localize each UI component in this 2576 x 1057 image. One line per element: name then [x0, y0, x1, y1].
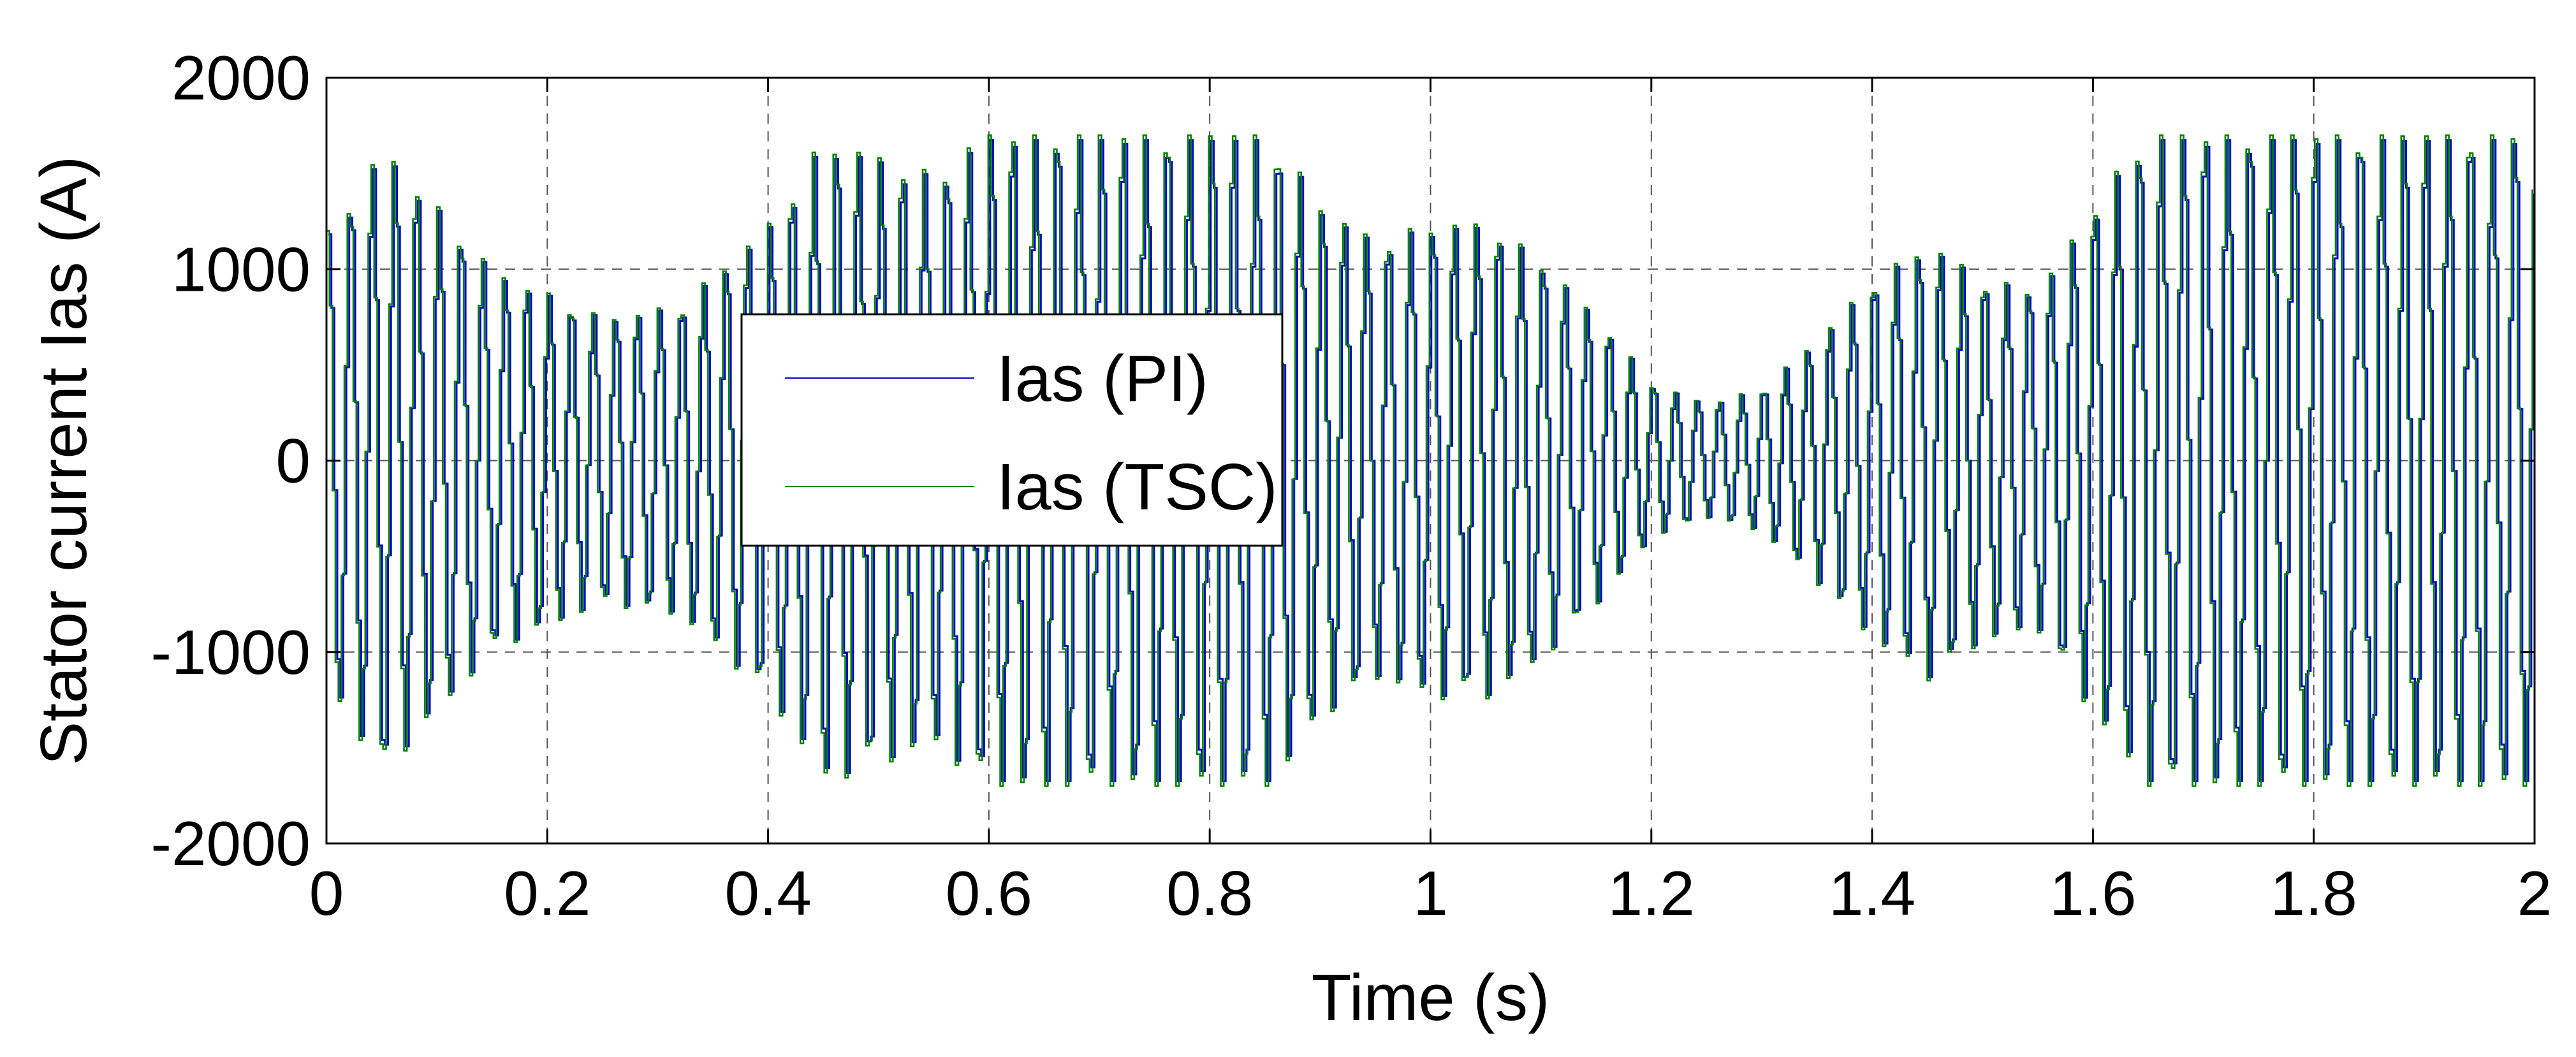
- y-axis-title: Stator current Ias (A): [27, 156, 100, 766]
- x-tick-label: 0: [309, 858, 344, 928]
- x-tick-label: 2: [2517, 858, 2552, 928]
- y-tick-label: -1000: [150, 617, 311, 687]
- y-tick-label: 0: [275, 426, 311, 496]
- series-line-tsc: [326, 134, 2533, 787]
- x-tick-label: 1.2: [1608, 858, 1695, 928]
- legend-label-pi: Ias (PI): [997, 342, 1208, 415]
- series-line-pi: [328, 139, 2535, 782]
- x-tick-label: 0.2: [504, 858, 590, 928]
- y-tick-label: -2000: [150, 808, 311, 878]
- y-axis-ticks: 2000 1000 0 -1000 -2000: [150, 43, 2535, 878]
- x-axis-ticks: 0 0.2 0.4 0.6 0.8 1 1.2 1.4 1.6 1.8 2: [309, 78, 2552, 928]
- x-tick-label: 1.4: [1829, 858, 1915, 928]
- x-axis-title: Time (s): [1312, 961, 1550, 1034]
- x-tick-label: 1.6: [2049, 858, 2136, 928]
- y-tick-label: 1000: [172, 234, 311, 304]
- x-tick-label: 0.8: [1166, 858, 1253, 928]
- legend: Ias (PI) Ias (TSC): [740, 313, 1284, 547]
- x-tick-label: 0.4: [724, 858, 811, 928]
- x-tick-label: 1.8: [2271, 858, 2357, 928]
- y-tick-label: 2000: [172, 43, 311, 113]
- legend-box: [740, 313, 1284, 547]
- legend-label-tsc: Ias (TSC): [997, 450, 1278, 523]
- series-group: [326, 134, 2535, 787]
- x-tick-label: 1: [1413, 858, 1448, 928]
- x-tick-label: 0.6: [946, 858, 1032, 928]
